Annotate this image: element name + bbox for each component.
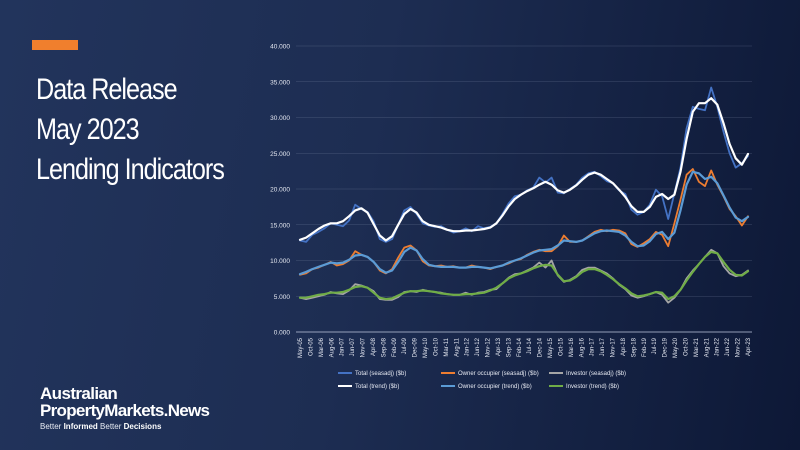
brand-logo: Australian PropertyMarkets.News Better I… (40, 384, 210, 431)
tagline-part-1: Better (40, 422, 64, 431)
x-tick-label: Feb-19 (642, 337, 648, 357)
accent-bar (32, 40, 78, 50)
x-tick-label: Jun-17 (600, 337, 606, 356)
x-tick-label: Mar-16 (569, 337, 575, 357)
x-tick-label: Nov-12 (486, 337, 492, 357)
headline-line-3: Lending Indicators (36, 153, 225, 186)
y-tick-label: 15.000 (270, 222, 290, 229)
x-tick-label: Jun-22 (725, 337, 731, 356)
x-tick-label: Jun-12 (475, 337, 481, 356)
legend-label: Owner occupier (trend) ($b) (458, 384, 532, 390)
x-tick-label: Oct-05 (308, 337, 314, 356)
x-tick-label: May-15 (548, 337, 554, 358)
x-tick-label: Jul-09 (402, 337, 408, 354)
x-tick-label: Mar-06 (319, 337, 325, 357)
x-tick-label: Oct-20 (683, 337, 689, 356)
x-tick-label: Aug-16 (579, 337, 585, 357)
x-tick-label: Apr-08 (371, 337, 377, 356)
x-tick-label: Jul-14 (527, 337, 533, 354)
x-tick-label: Jan-07 (340, 337, 346, 356)
tagline-part-2: Better (97, 422, 124, 431)
brand-name-line-2: PropertyMarkets.News (40, 401, 210, 420)
legend-label: Total (trend) ($b) (355, 384, 399, 390)
x-tick-label: Feb-09 (392, 337, 398, 357)
headline-line-1: Data Release (36, 73, 178, 106)
tagline-bold-1: Informed (63, 422, 98, 431)
x-tick-label: Dec-14 (538, 337, 544, 357)
x-tick-label: Jan-17 (590, 337, 596, 356)
x-tick-label: Sep-13 (506, 337, 512, 357)
x-tick-label: Aug-21 (704, 337, 710, 357)
x-tick-label: Mar-21 (694, 337, 700, 357)
y-tick-label: 10.000 (270, 258, 290, 265)
x-tick-label: Feb-14 (517, 337, 523, 357)
series-line (298, 250, 750, 301)
y-tick-label: 40.000 (270, 44, 290, 51)
x-tick-label: Nov-07 (361, 337, 367, 357)
x-tick-label: Oct-15 (558, 337, 564, 356)
x-tick-label: Sep-18 (631, 337, 637, 357)
x-tick-label: Apr-18 (621, 337, 627, 356)
y-tick-label: 25.000 (270, 151, 290, 158)
x-tick-label: May-10 (423, 337, 429, 358)
x-tick-label: Jul-19 (652, 337, 658, 354)
y-tick-label: 30.000 (270, 115, 290, 122)
x-tick-label: Aug-06 (329, 337, 335, 357)
x-tick-label: Dec-09 (413, 337, 419, 357)
x-tick-label: Aug-11 (454, 337, 460, 357)
y-tick-label: 5.000 (274, 294, 291, 301)
x-tick-label: Apr-13 (496, 337, 502, 356)
y-tick-label: 0.000 (274, 330, 291, 337)
legend-label: Owner occupier (seasadj) ($b) (458, 371, 539, 377)
legend-label: Investor (trend) ($b) (566, 384, 619, 390)
x-tick-label: May-20 (673, 337, 679, 358)
x-tick-label: Oct-10 (433, 337, 439, 356)
headline-line-2: May 2023 (36, 113, 140, 146)
legend-label: Total (seasadj) ($b) (355, 371, 406, 377)
x-tick-label: Nov-17 (611, 337, 617, 357)
x-tick-label: Dec-19 (663, 337, 669, 357)
y-tick-label: 35.000 (270, 79, 290, 86)
x-tick-label: Jan-12 (465, 337, 471, 356)
tagline-bold-2: Decisions (123, 422, 162, 431)
x-tick-label: Jun-07 (350, 337, 356, 356)
series-line (299, 168, 749, 276)
brand-tagline: Better Informed Better Decisions (40, 422, 209, 431)
x-tick-label: Jan-22 (715, 337, 721, 356)
series-line (298, 97, 750, 242)
series-line (298, 170, 750, 276)
headline: Data Release May 2023 Lending Indicators (36, 70, 225, 190)
legend-label: Investor (seasadj) ($b) (566, 371, 626, 377)
y-tick-label: 20.000 (270, 187, 290, 194)
x-tick-label: Nov-22 (736, 337, 742, 357)
x-tick-label: Mar-11 (444, 337, 450, 356)
x-tick-label: May-05 (298, 337, 304, 358)
brand-name-line-1: Australian (40, 384, 118, 403)
x-tick-label: Sep-08 (381, 337, 387, 357)
x-tick-label: Apr-23 (746, 337, 752, 356)
